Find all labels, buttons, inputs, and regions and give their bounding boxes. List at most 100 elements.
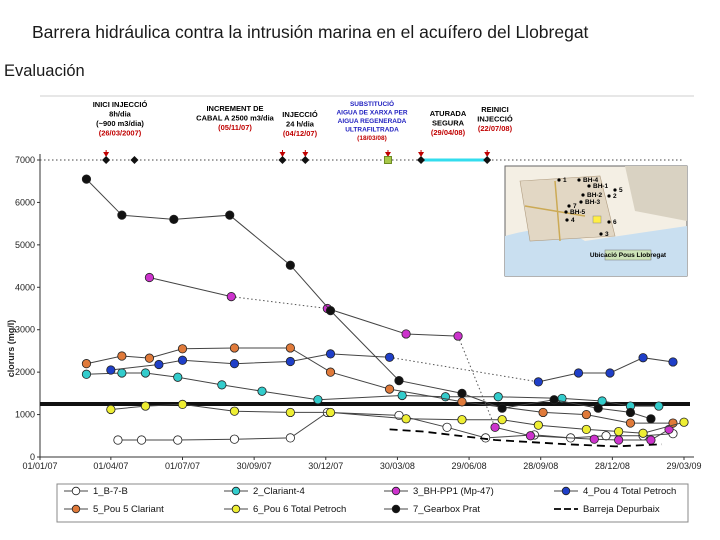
x-tick-label: 01/01/07 — [22, 461, 57, 471]
series-point — [177, 344, 188, 354]
series-line — [110, 403, 685, 434]
map-well-marker — [567, 204, 571, 208]
series-point — [144, 272, 155, 283]
series-point — [226, 292, 236, 302]
map-plant — [592, 215, 602, 224]
legend-box — [56, 483, 689, 523]
series-point — [136, 435, 147, 445]
series-point — [394, 376, 404, 386]
legend-swatch — [561, 486, 571, 496]
map-well-marker — [607, 220, 611, 224]
legend-label: Barreja Depurbaix — [583, 504, 660, 515]
series-point — [285, 260, 295, 270]
x-tick-label: 30/12/07 — [308, 461, 343, 471]
map-urban — [625, 166, 687, 221]
map-label: 7 — [573, 203, 577, 210]
series-line — [327, 308, 459, 337]
event-marker-diamond — [130, 156, 139, 164]
series-point — [442, 422, 452, 432]
series-point — [614, 435, 624, 445]
series-line — [389, 428, 663, 448]
legend-label: 3_BH-PP1 (Mp-47) — [413, 486, 494, 497]
series-point — [638, 353, 648, 363]
series-point — [81, 359, 92, 369]
series-point — [457, 397, 467, 407]
series-point — [169, 214, 179, 224]
series-point — [401, 414, 411, 424]
annotation-arrowhead — [418, 152, 425, 157]
event-annotation-line: SEGURA — [432, 119, 465, 128]
event-annotation-line: INJECCIÓ — [282, 110, 318, 119]
series-point — [525, 431, 536, 441]
series-point — [313, 395, 323, 405]
map-well-marker — [577, 178, 581, 182]
event-annotation-line: (~900 m3/dia) — [96, 119, 144, 128]
map-well-marker — [565, 218, 569, 222]
series-point — [614, 426, 624, 437]
event-marker-square — [383, 156, 392, 164]
annotation-arrowhead — [279, 152, 286, 157]
series-point — [654, 401, 664, 411]
series-point — [217, 380, 227, 390]
series-line — [117, 411, 674, 441]
event-annotation-line: ATURADA — [430, 109, 467, 118]
event-annotation-line: 24 h/dia — [286, 120, 315, 129]
series-point — [581, 424, 591, 435]
legend-swatch — [231, 486, 241, 496]
annotation-arrowhead — [384, 152, 391, 157]
series-point — [117, 210, 127, 220]
series-point — [225, 210, 235, 220]
event-marker-diamond — [417, 156, 426, 164]
map-label: 3 — [605, 231, 609, 238]
series-point — [177, 355, 188, 365]
series-point — [601, 431, 611, 441]
event-marker-diamond — [102, 156, 111, 164]
x-tick-label: 29/06/08 — [452, 461, 487, 471]
event-annotation-line: (04/12/07) — [283, 129, 318, 138]
event-marker-diamond — [483, 156, 492, 164]
series-point — [285, 433, 295, 443]
legend-label: 6_Pou 6 Total Petroch — [253, 504, 346, 515]
map-label: BH-1 — [593, 183, 609, 190]
series-point — [589, 434, 599, 444]
series-point — [325, 407, 336, 418]
series-point — [397, 390, 407, 401]
y-tick-label: 0 — [30, 452, 35, 462]
event-annotation-line: INICI INJECCIÓ — [93, 100, 148, 109]
event-annotation-line: (29/04/08) — [431, 128, 466, 137]
series-point — [113, 435, 123, 445]
map-label: BH-4 — [583, 177, 599, 184]
series-point — [593, 403, 603, 413]
event-annotation-line: AIGUA DE XARXA PER — [336, 110, 407, 117]
series-point — [325, 367, 336, 377]
series-point — [229, 406, 240, 416]
series-point — [285, 356, 295, 367]
legend-swatch — [231, 504, 241, 514]
series-point — [81, 174, 92, 184]
x-tick-label: 30/09/07 — [237, 461, 272, 471]
legend-label: 1_B-7-B — [93, 486, 128, 497]
series-point — [668, 418, 678, 428]
x-tick-label: 29/03/09 — [666, 461, 701, 471]
series-point — [497, 403, 507, 413]
y-tick-label: 4000 — [15, 282, 35, 292]
y-tick-label: 3000 — [15, 325, 35, 335]
series-point — [625, 407, 636, 418]
series-point — [173, 372, 183, 382]
series-point — [646, 414, 656, 424]
y-tick-label: 5000 — [15, 240, 35, 250]
series-point — [140, 401, 151, 411]
legend-label: 4_Pou 4 Total Petroch — [583, 486, 676, 497]
event-marker-diamond — [301, 156, 310, 164]
legend-swatch — [71, 486, 81, 496]
annotation-arrowhead — [103, 152, 110, 157]
map-well-marker — [564, 210, 568, 214]
legend-label: 2_Clariant-4 — [253, 486, 305, 497]
map-caption: Ubicació Pous Llobregat — [590, 252, 667, 259]
page-subtitle: Evaluación — [4, 62, 85, 80]
series-point — [453, 331, 463, 341]
series-point — [573, 368, 584, 378]
event-annotation-line: CABAL A 2500 m3/dia — [196, 114, 274, 123]
series-point — [457, 388, 467, 398]
x-tick-label: 28/12/08 — [595, 461, 630, 471]
